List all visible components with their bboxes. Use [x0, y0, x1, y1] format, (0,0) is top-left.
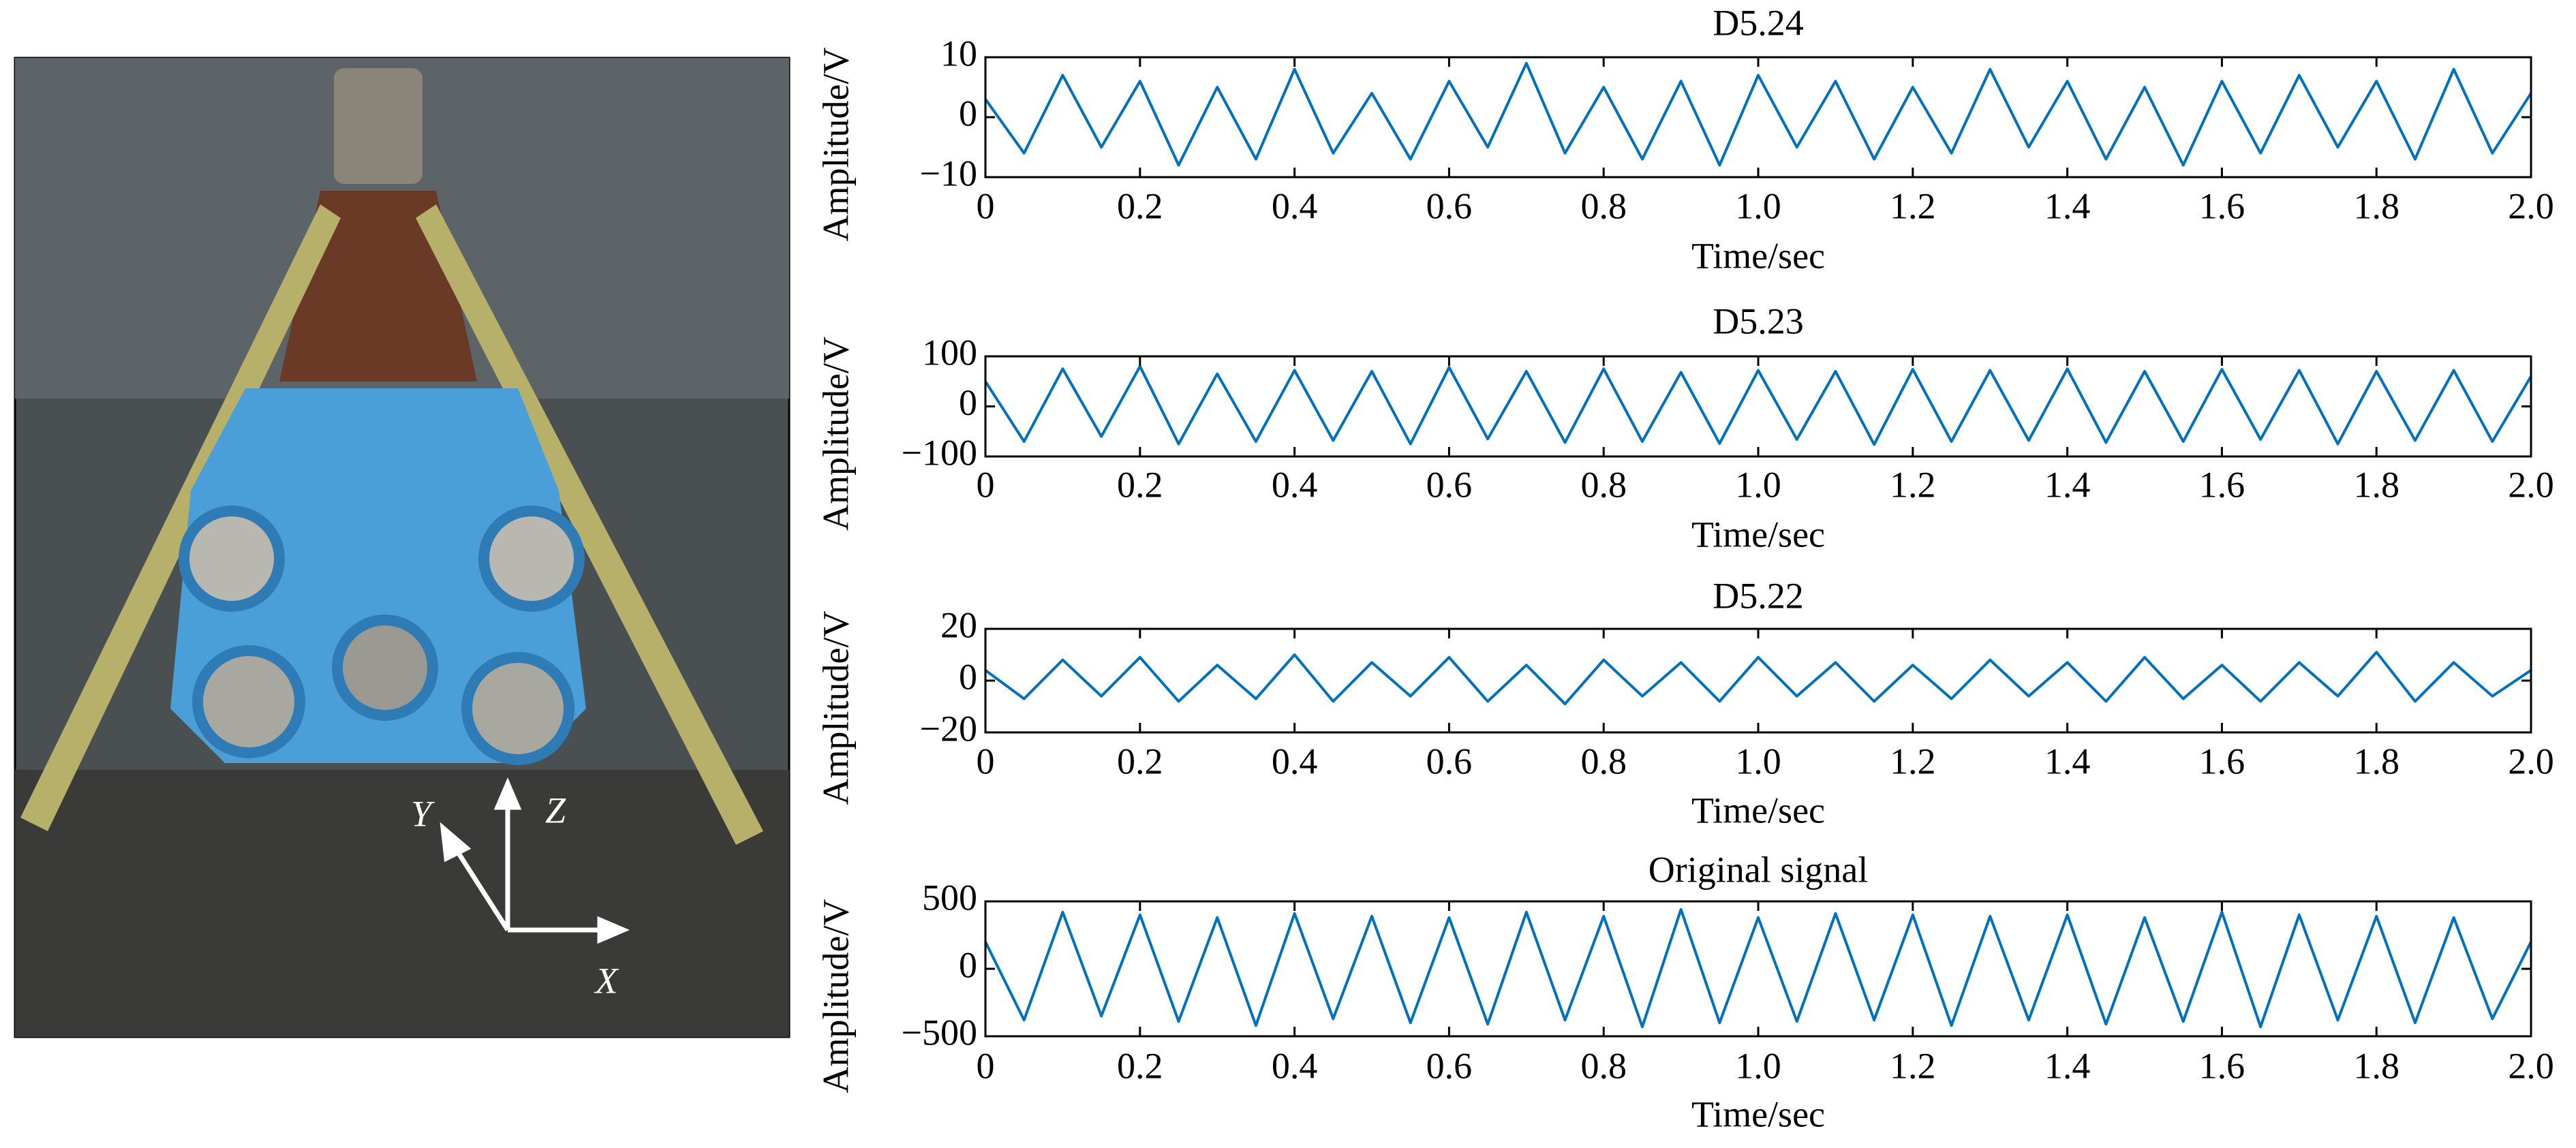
x-axis-label: Time/sec	[1691, 514, 1825, 555]
chart-title: Original signal	[1649, 849, 1868, 890]
chart-title: D5.24	[1713, 2, 1804, 43]
x-tick-label: 0.2	[1117, 464, 1163, 505]
x-tick-label: 2.0	[2508, 185, 2554, 226]
photo-flange	[461, 652, 574, 765]
x-axis-label: Time/sec	[1691, 235, 1825, 276]
y-tick-label: −20	[920, 708, 977, 749]
x-tick-label: 2.0	[2508, 741, 2554, 781]
x-tick-label: 0.4	[1272, 741, 1318, 781]
x-tick-label: 0.2	[1117, 1045, 1163, 1086]
x-tick-label: 1.8	[2353, 1045, 2399, 1086]
photo-strut	[416, 204, 763, 845]
signal-line	[984, 907, 2532, 1029]
x-tick-label: 0.6	[1426, 741, 1473, 781]
x-tick-label: 0.6	[1426, 185, 1473, 226]
x-tick-label: 0	[977, 185, 995, 226]
x-tick-label: 0.8	[1580, 1045, 1627, 1086]
y-tick-label: −10	[920, 153, 977, 193]
photo-flange	[332, 615, 438, 721]
plot-frame	[984, 355, 2532, 458]
x-tick-label: 1.8	[2353, 741, 2399, 781]
x-tick-label: 1.8	[2353, 185, 2399, 226]
signal-line	[984, 61, 2532, 167]
x-tick-label: 0.8	[1580, 464, 1627, 505]
photo-axis-label: Z	[545, 790, 566, 831]
photo-floor	[15, 770, 789, 1037]
x-tick-label: 1.0	[1735, 185, 1781, 226]
signal-line	[984, 364, 2532, 446]
photo-axes	[440, 777, 630, 944]
photo-flange	[192, 645, 305, 758]
x-tick-label: 1.4	[2044, 185, 2091, 226]
y-tick-label: 0	[959, 944, 977, 985]
x-tick-label: 1.4	[2044, 741, 2091, 781]
x-tick-label: 1.6	[2199, 185, 2245, 226]
plot-frame	[984, 56, 2532, 179]
x-tick-label: 1.2	[1890, 185, 1936, 226]
y-tick-label: −500	[902, 1012, 977, 1053]
x-tick-label: 1.0	[1735, 464, 1781, 505]
x-tick-label: 0.8	[1580, 185, 1627, 226]
x-tick-label: 1.4	[2044, 1045, 2091, 1086]
x-tick-label: 1.0	[1735, 741, 1781, 781]
x-tick-label: 1.6	[2199, 464, 2245, 505]
y-tick-label: 100	[922, 332, 977, 373]
x-tick-label: 1.4	[2044, 464, 2091, 505]
y-axis-label: Amplitude/V	[815, 337, 856, 531]
x-tick-label: 0.6	[1426, 1045, 1473, 1086]
x-tick-label: 0	[977, 464, 995, 505]
photo-strut	[20, 204, 341, 831]
photo-flange	[179, 506, 285, 612]
y-tick-label: 0	[959, 93, 977, 134]
plot-frame	[984, 900, 2532, 1038]
x-tick-label: 2.0	[2508, 464, 2554, 505]
photo-shaft	[334, 68, 423, 184]
x-tick-label: 1.2	[1890, 1045, 1936, 1086]
x-axis-label: Time/sec	[1691, 790, 1825, 831]
x-tick-label: 0.2	[1117, 741, 1163, 781]
photo: X Y Z	[14, 57, 791, 1038]
y-tick-label: −100	[902, 432, 977, 473]
x-tick-label: 0	[977, 1045, 995, 1086]
y-axis-label: Amplitude/V	[815, 48, 856, 242]
x-tick-label: 0	[977, 741, 995, 781]
plot-frame	[984, 627, 2532, 734]
y-tick-label: 0	[959, 382, 977, 423]
photo-flange	[478, 506, 585, 612]
x-tick-label: 2.0	[2508, 1045, 2554, 1086]
x-tick-label: 1.6	[2199, 741, 2245, 781]
photo-axis-label: X	[594, 960, 619, 1001]
chart-title: D5.23	[1713, 300, 1804, 341]
x-tick-label: 0.4	[1272, 185, 1318, 226]
y-axis-label: Amplitude/V	[815, 611, 856, 805]
y-tick-label: 0	[959, 656, 977, 697]
y-axis-label: Amplitude/V	[815, 899, 856, 1093]
x-tick-label: 0.6	[1426, 464, 1473, 505]
x-tick-label: 1.2	[1890, 464, 1936, 505]
y-tick-label: 500	[922, 877, 977, 918]
x-tick-label: 0.4	[1272, 464, 1318, 505]
x-axis-label: Time/sec	[1691, 1093, 1825, 1134]
photo-axis-label: Y	[411, 793, 435, 834]
x-tick-label: 0.8	[1580, 741, 1627, 781]
signal-line	[984, 651, 2532, 706]
x-tick-label: 0.2	[1117, 185, 1163, 226]
x-tick-label: 1.8	[2353, 464, 2399, 505]
y-tick-label: 20	[940, 604, 977, 645]
x-tick-label: 0.4	[1272, 1045, 1318, 1086]
x-tick-label: 1.2	[1890, 741, 1936, 781]
y-tick-label: 10	[940, 33, 977, 74]
x-tick-label: 1.0	[1735, 1045, 1781, 1086]
chart-title: D5.22	[1713, 575, 1804, 616]
x-tick-label: 1.6	[2199, 1045, 2245, 1086]
